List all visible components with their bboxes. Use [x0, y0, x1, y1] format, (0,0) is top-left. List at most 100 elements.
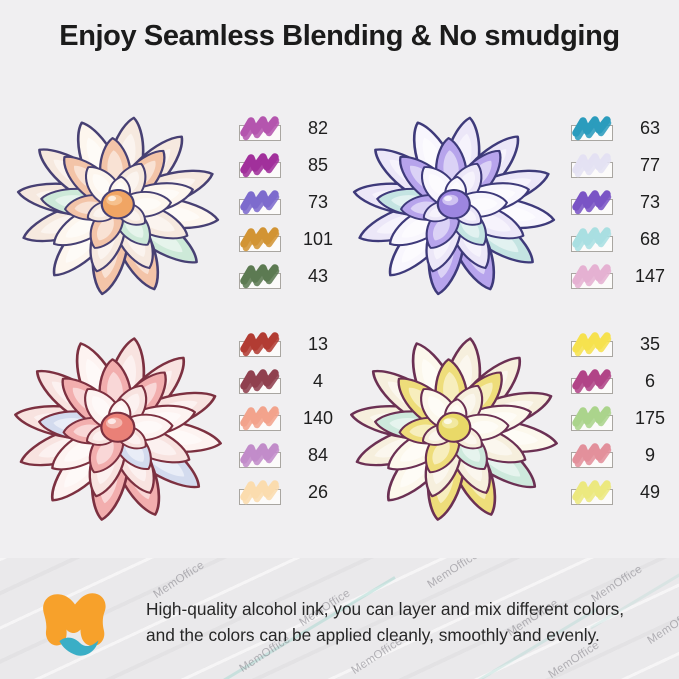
swatch-number: 63 [639, 118, 661, 138]
swatch-number: 4 [312, 371, 323, 391]
swatch-row: 77 [570, 147, 673, 184]
swatch-number: 77 [639, 155, 661, 175]
swatch-row: 73 [570, 184, 673, 221]
color-swatch-list-top-left: 82 85 73 101 43 [238, 110, 341, 295]
swatch-row: 26 [238, 474, 341, 511]
color-swatch [571, 369, 613, 394]
swatch-scribble [574, 119, 612, 141]
color-swatch [239, 116, 281, 141]
swatch-row: 9 [570, 437, 673, 474]
succulent-illustration-top-left [2, 96, 234, 308]
flower-center [100, 411, 136, 443]
swatch-row: 13 [238, 326, 341, 363]
swatch-row: 140 [238, 400, 341, 437]
swatch-row: 147 [570, 258, 673, 295]
swatch-row: 84 [238, 437, 341, 474]
swatch-row: 85 [238, 147, 341, 184]
swatch-scribble [242, 372, 280, 394]
swatch-number: 6 [644, 371, 655, 391]
color-swatch [239, 190, 281, 215]
swatch-number: 9 [644, 445, 655, 465]
succulent-illustration-top-right [338, 96, 570, 308]
swatch-scribble [574, 193, 612, 215]
swatch-row: 175 [570, 400, 673, 437]
swatch-scribble [574, 446, 612, 468]
color-swatch [571, 332, 613, 357]
swatch-number: 140 [302, 408, 334, 428]
footer-description: High-quality alcohol ink, you can layer … [146, 596, 624, 648]
color-swatch [571, 264, 613, 289]
swatch-number: 73 [639, 192, 661, 212]
swatch-scribble [574, 267, 612, 289]
swatch-scribble [574, 156, 612, 178]
succulent-svg [350, 337, 558, 521]
color-swatch [571, 227, 613, 252]
swatch-number: 43 [307, 266, 329, 286]
swatch-scribble [574, 230, 612, 252]
swatch-row: 63 [570, 110, 673, 147]
swatch-row: 43 [238, 258, 341, 295]
succulent-svg [352, 116, 556, 296]
brand-watermark: MemOffice [645, 605, 679, 647]
color-swatch [239, 264, 281, 289]
swatch-scribble [242, 230, 280, 252]
color-swatch [239, 406, 281, 431]
swatch-scribble [574, 409, 612, 431]
swatch-scribble [242, 409, 280, 431]
color-swatch [239, 153, 281, 178]
footer-band: MemOffice MemOffice MemOffice MemOffice MemO… [0, 558, 679, 679]
swatch-scribble [242, 119, 280, 141]
color-swatch [239, 369, 281, 394]
swatch-number: 85 [307, 155, 329, 175]
swatch-scribble [242, 335, 280, 357]
swatch-scribble [242, 193, 280, 215]
swatch-scribble [242, 156, 280, 178]
logo-wave-shape [59, 637, 99, 656]
swatch-scribble [242, 483, 280, 505]
color-swatch-list-top-right: 63 77 73 68 147 [570, 110, 673, 295]
swatch-row: 49 [570, 474, 673, 511]
swatch-number: 147 [634, 266, 666, 286]
brand-watermark: MemOffice [151, 559, 207, 601]
swatch-row: 4 [238, 363, 341, 400]
succulent-svg [14, 337, 222, 521]
color-swatch [239, 332, 281, 357]
swatch-row: 35 [570, 326, 673, 363]
succulent-svg [16, 116, 220, 296]
swatch-row: 73 [238, 184, 341, 221]
brand-logo [43, 593, 106, 656]
swatch-number: 35 [639, 334, 661, 354]
footer-line-1: High-quality alcohol ink, you can layer … [146, 599, 625, 619]
swatch-number: 49 [639, 482, 661, 502]
color-swatch [239, 443, 281, 468]
swatch-number: 175 [634, 408, 666, 428]
swatch-row: 82 [238, 110, 341, 147]
swatch-number: 101 [302, 229, 334, 249]
swatch-number: 73 [307, 192, 329, 212]
swatch-scribble [574, 483, 612, 505]
brand-watermark: MemOffice [425, 558, 481, 591]
color-swatch-list-bottom-left: 13 4 140 84 26 [238, 326, 341, 511]
swatch-row: 68 [570, 221, 673, 258]
color-swatch [571, 190, 613, 215]
swatch-scribble [574, 372, 612, 394]
color-swatch [239, 480, 281, 505]
color-swatch [571, 153, 613, 178]
flower-center [436, 411, 472, 443]
swatch-scribble [574, 335, 612, 357]
footer-line-2: and the colors can be applied cleanly, s… [146, 625, 600, 645]
swatch-number: 82 [307, 118, 329, 138]
color-swatch-list-bottom-right: 35 6 175 9 49 [570, 326, 673, 511]
color-swatch [571, 116, 613, 141]
swatch-number: 13 [307, 334, 329, 354]
headline: Enjoy Seamless Blending & No smudging [59, 20, 620, 52]
color-swatch [571, 480, 613, 505]
swatch-scribble [242, 446, 280, 468]
swatch-number: 26 [307, 482, 329, 502]
succulent-illustration-bottom-right [338, 316, 570, 534]
swatch-number: 68 [639, 229, 661, 249]
swatch-number: 84 [307, 445, 329, 465]
color-swatch [571, 443, 613, 468]
flower-center [436, 189, 471, 220]
